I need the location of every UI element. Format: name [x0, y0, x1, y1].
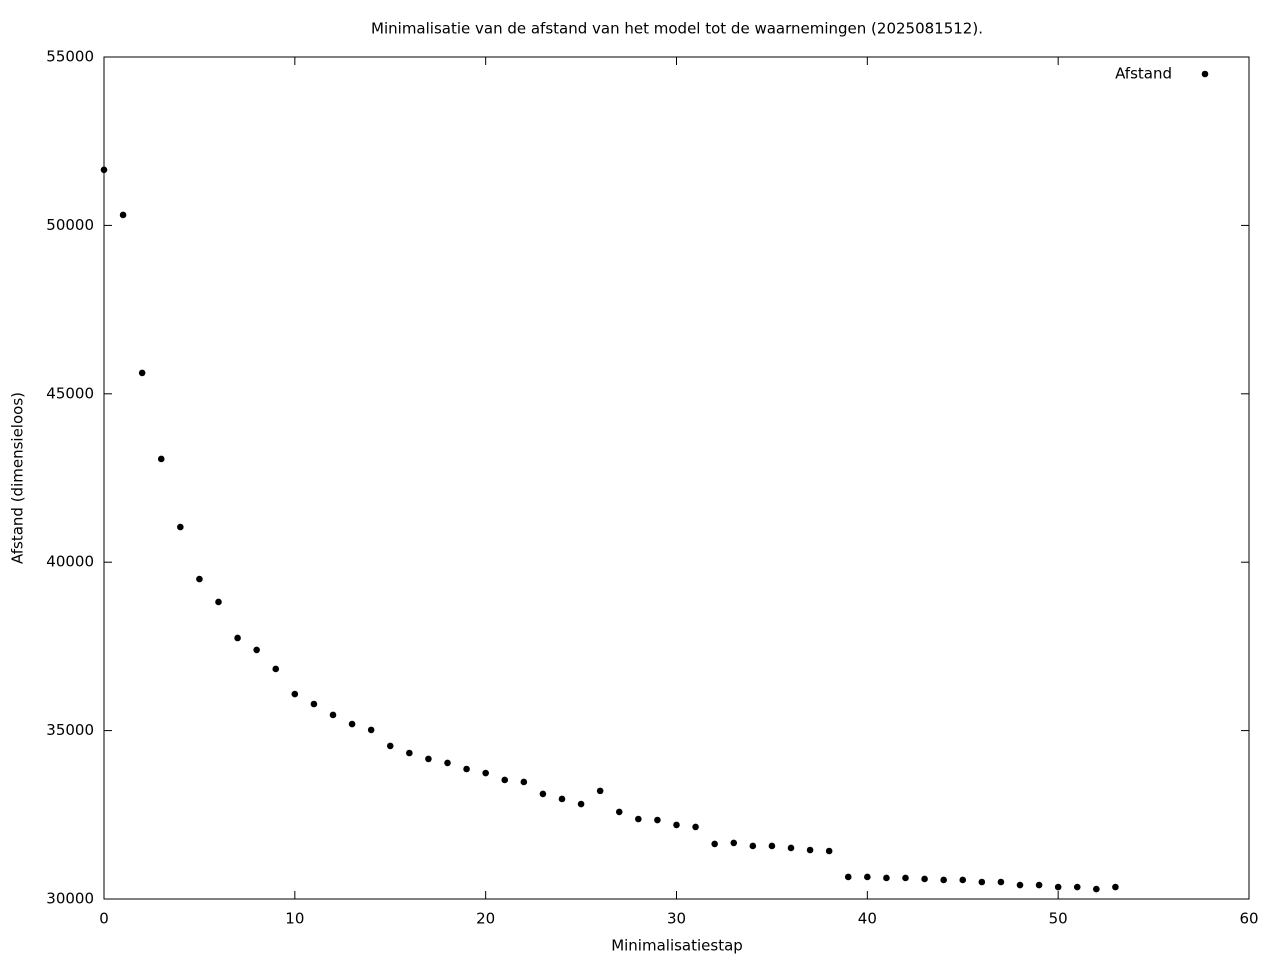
point	[386, 742, 394, 750]
point	[406, 749, 413, 757]
y-tick-label: 30000	[46, 890, 94, 908]
point	[196, 575, 203, 583]
point	[654, 816, 661, 824]
point	[138, 369, 146, 377]
point	[444, 759, 451, 767]
x-tick-label: 20	[476, 910, 495, 928]
point	[367, 726, 375, 734]
point	[959, 876, 967, 884]
point	[806, 846, 814, 854]
x-tick-label: 60	[1239, 910, 1258, 928]
point	[425, 755, 432, 763]
y-tick-label: 50000	[46, 216, 94, 234]
y-tick-label: 55000	[46, 48, 94, 66]
point	[1093, 885, 1100, 893]
point	[1073, 883, 1081, 891]
point	[1112, 883, 1119, 891]
point	[539, 790, 547, 798]
point	[997, 878, 1005, 886]
point	[100, 166, 108, 174]
y-tick-label: 45000	[46, 384, 94, 402]
point	[520, 778, 528, 786]
point	[1054, 883, 1062, 891]
point	[615, 808, 623, 816]
point	[596, 787, 604, 795]
chart-title: Minimalisatie van de afstand van het mod…	[371, 20, 983, 38]
plot-frame	[103, 56, 1250, 900]
point	[635, 815, 642, 823]
y-axis-label: Afstand (dimensieloos)	[9, 392, 27, 564]
point	[692, 823, 699, 831]
x-tick-label: 30	[667, 910, 686, 928]
point	[348, 720, 356, 728]
point	[883, 874, 890, 882]
point	[501, 776, 509, 784]
point	[558, 795, 566, 803]
point	[730, 839, 738, 847]
point	[234, 634, 241, 642]
point	[119, 211, 127, 219]
point	[253, 646, 260, 654]
point	[902, 874, 909, 882]
x-tick-label: 50	[1049, 910, 1068, 928]
point	[463, 765, 470, 773]
x-tick-label: 0	[99, 910, 109, 928]
legend-label: Afstand	[1115, 65, 1172, 83]
point	[177, 523, 184, 531]
point	[1035, 881, 1043, 889]
point	[921, 875, 928, 883]
point	[978, 878, 986, 886]
point	[1016, 881, 1024, 889]
point	[711, 840, 718, 848]
point	[157, 455, 165, 463]
point	[215, 598, 222, 606]
point	[844, 873, 852, 881]
point	[673, 821, 680, 829]
y-tick-label: 35000	[46, 721, 94, 739]
point	[749, 842, 757, 850]
y-tick-label: 40000	[46, 553, 94, 571]
point	[577, 800, 585, 808]
point	[291, 690, 299, 698]
point	[310, 700, 318, 708]
point	[272, 665, 280, 673]
point	[940, 876, 947, 884]
point	[329, 711, 337, 719]
point	[482, 769, 489, 777]
legend-marker	[1201, 70, 1209, 78]
point	[825, 847, 833, 855]
x-tick-label: 10	[285, 910, 304, 928]
x-axis-label: Minimalisatiestap	[611, 937, 743, 955]
point	[768, 842, 776, 850]
x-tick-label: 40	[858, 910, 877, 928]
point	[787, 844, 795, 852]
point	[864, 873, 871, 881]
